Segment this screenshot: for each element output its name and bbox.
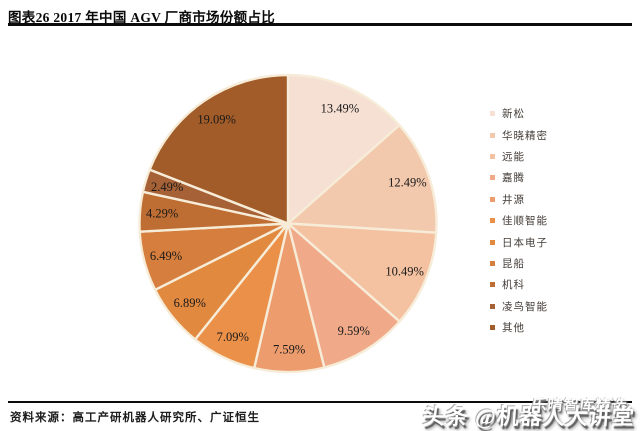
pie-slice-机科 — [138, 190, 290, 233]
source-note: 资料来源：高工产研机器人研究所、广证恒生 — [10, 412, 260, 424]
legend-label-远能: 远能 — [502, 151, 525, 163]
legend-item-远能: 远能 — [490, 146, 548, 167]
pie-label-井源: 7.59% — [273, 343, 305, 357]
pie-slice-华晓精密 — [286, 124, 438, 234]
legend-item-井源: 井源 — [490, 189, 548, 210]
pie-slice-井源 — [252, 222, 326, 374]
pie-label-新松: 13.49% — [321, 101, 360, 115]
legend-swatch-华晓精密 — [490, 132, 495, 138]
chart-legend: 新松华晓精密远能嘉腾井源佳顺智能日本电子昆船机科凌鸟智能其他 — [490, 103, 548, 338]
pie-label-日本电子: 6.89% — [174, 296, 206, 310]
legend-swatch-机科 — [490, 282, 495, 288]
watermark-line-big: 头条 @机器人大讲堂 — [421, 404, 636, 429]
pie-label-凌鸟智能: 2.49% — [151, 180, 183, 194]
pie-label-其他: 19.09% — [197, 112, 236, 126]
legend-item-其他: 其他 — [490, 317, 548, 338]
pie-label-嘉腾: 9.59% — [338, 324, 370, 338]
legend-swatch-佳顺智能 — [490, 218, 495, 224]
legend-item-新松: 新松 — [490, 103, 548, 124]
pie-slice-其他 — [148, 73, 290, 225]
legend-label-佳顺智能: 佳顺智能 — [502, 216, 548, 228]
legend-swatch-嘉腾 — [490, 175, 495, 181]
pie-label-华晓精密: 12.49% — [388, 176, 427, 190]
legend-label-机科: 机科 — [502, 280, 525, 292]
legend-item-嘉腾: 嘉腾 — [490, 167, 548, 188]
legend-label-嘉腾: 嘉腾 — [502, 173, 525, 185]
pie-slice-凌鸟智能 — [141, 168, 290, 225]
pie-slice-佳顺智能 — [193, 222, 290, 370]
legend-item-机科: 机科 — [490, 274, 548, 295]
legend-swatch-井源 — [490, 196, 495, 202]
legend-swatch-日本电子 — [490, 239, 495, 245]
pie-slice-嘉腾 — [286, 222, 401, 369]
legend-label-新松: 新松 — [502, 109, 525, 121]
legend-swatch-远能 — [490, 153, 495, 159]
legend-label-昆船: 昆船 — [502, 258, 525, 270]
legend-label-日本电子: 日本电子 — [502, 237, 548, 249]
legend-item-佳顺智能: 佳顺智能 — [490, 210, 548, 231]
legend-swatch-新松 — [490, 111, 495, 117]
watermark: 乐晴智库精选 头条 @机器人大讲堂 — [421, 398, 636, 429]
legend-label-井源: 井源 — [502, 194, 525, 206]
legend-item-华晓精密: 华晓精密 — [490, 124, 548, 145]
legend-swatch-凌鸟智能 — [490, 303, 495, 309]
pie-label-佳顺智能: 7.09% — [217, 330, 249, 344]
pie-label-昆船: 6.49% — [150, 249, 182, 263]
pie-label-远能: 10.49% — [385, 265, 424, 279]
pie-slice-日本电子 — [153, 222, 290, 341]
legend-label-其他: 其他 — [502, 323, 525, 335]
legend-item-日本电子: 日本电子 — [490, 231, 548, 252]
footer-rule — [8, 401, 632, 403]
legend-label-凌鸟智能: 凌鸟智能 — [502, 301, 548, 313]
pie-label-机科: 4.29% — [146, 206, 178, 220]
legend-swatch-其他 — [490, 325, 495, 331]
legend-item-凌鸟智能: 凌鸟智能 — [490, 296, 548, 317]
legend-item-昆船: 昆船 — [490, 253, 548, 274]
pie-slice-新松 — [286, 73, 401, 225]
legend-swatch-昆船 — [490, 260, 495, 266]
pie-slice-远能 — [286, 222, 438, 323]
legend-label-华晓精密: 华晓精密 — [502, 130, 548, 142]
title-rule — [8, 23, 632, 26]
figure-title: 图表26 2017 年中国 AGV 厂商市场份额占比 — [8, 10, 276, 25]
pie-slice-昆船 — [138, 222, 290, 291]
